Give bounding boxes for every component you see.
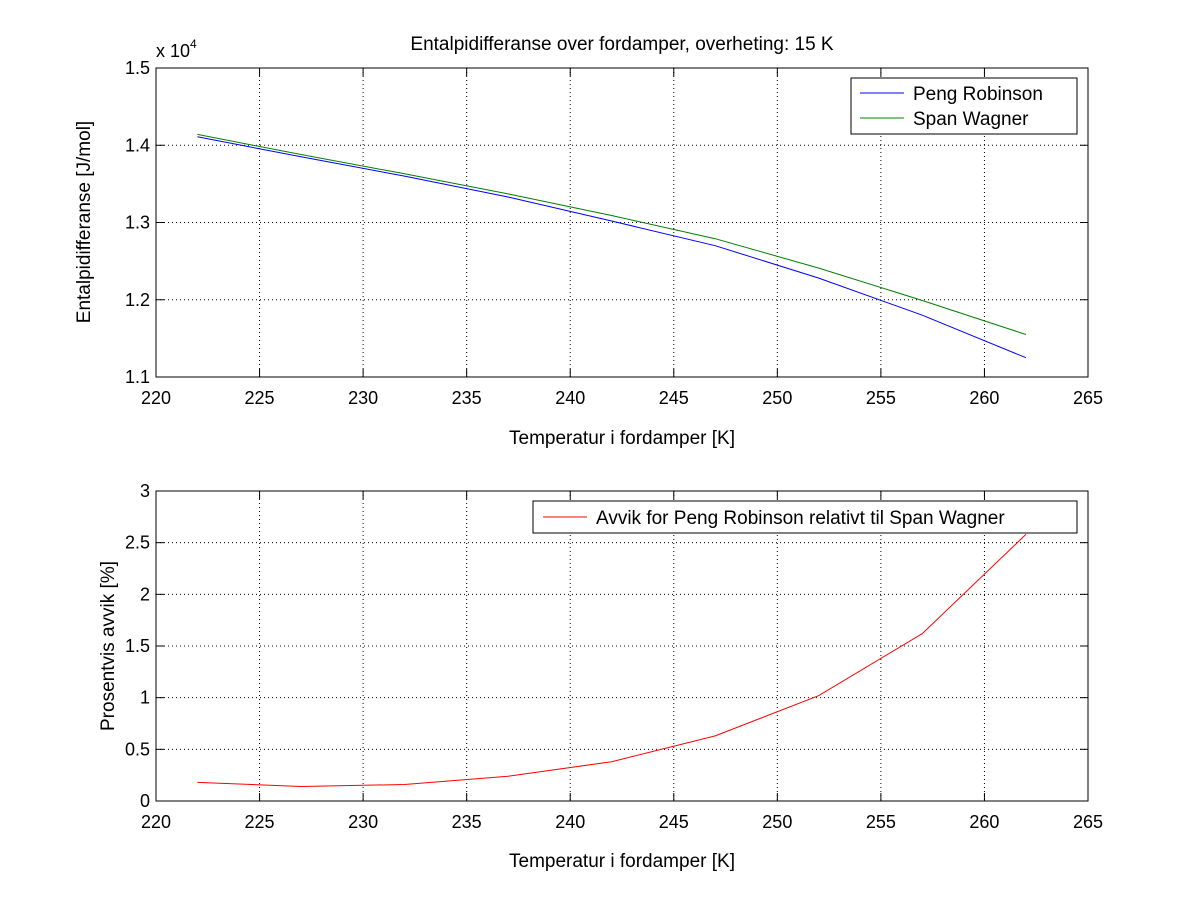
bottom-series: [197, 534, 1027, 788]
bottom-legend-label-0: Avvik for Peng Robinson relativt til Spa…: [596, 508, 1005, 529]
top-x-tick-label: 260: [969, 388, 999, 408]
bottom-x-axis-label: Temperatur i fordamper [K]: [509, 851, 735, 872]
top-chart-title: Entalpidifferanse over fordamper, overhe…: [410, 34, 834, 55]
bottom-x-tick-label: 235: [452, 812, 482, 832]
top-y-tick-label: 1.2: [125, 290, 150, 310]
top-y-multiplier: x 104: [156, 37, 197, 61]
bottom-y-tick-label: 0.5: [125, 739, 150, 759]
top-y-tick-label: 1.3: [125, 213, 150, 233]
top-x-tick-label: 235: [452, 388, 482, 408]
top-x-tick-label: 240: [555, 388, 585, 408]
top-x-tick-label: 225: [245, 388, 275, 408]
top-y-multiplier-base: x 10: [156, 41, 190, 61]
top-x-axis-label: Temperatur i fordamper [K]: [509, 428, 735, 449]
bottom-y-tick-label: 2: [140, 584, 150, 604]
bottom-y-tick-label: 0: [140, 791, 150, 811]
bottom-x-tick-label: 225: [245, 812, 275, 832]
top-y-tick-label: 1.1: [125, 367, 150, 387]
top-legend-label-0: Peng Robinson: [913, 84, 1043, 105]
top-x-tick-label: 220: [141, 388, 171, 408]
bottom-x-tick-label: 250: [762, 812, 792, 832]
top-legend: Peng Robinson Span Wagner: [850, 77, 1078, 135]
bottom-series-line-0: [197, 534, 1027, 788]
bottom-x-tick-label: 230: [348, 812, 378, 832]
bottom-y-axis-label: Prosentvis avvik [%]: [98, 561, 119, 731]
bottom-ticks: 220 225 230 235 240 245 250 255 260 265 0 0.5 1 1.5 2 2…: [125, 481, 1103, 832]
bottom-axes: 220 225 230 235 240 245 250 255 260 265 0 0.5 1 1.5 2 2…: [98, 481, 1103, 872]
top-y-tick-label: 1.4: [125, 135, 150, 155]
top-grid: [156, 68, 1088, 377]
bottom-x-tick-label: 240: [555, 812, 585, 832]
bottom-grid: [156, 491, 1088, 801]
top-y-axis-label: Entalpidifferanse [J/mol]: [74, 121, 95, 323]
bottom-y-tick-label: 1: [140, 688, 150, 708]
top-series-line-1: [197, 133, 1027, 335]
top-series-line-0: [197, 136, 1027, 359]
top-x-tick-label: 245: [659, 388, 689, 408]
bottom-legend: Avvik for Peng Robinson relativt til Spa…: [532, 500, 1078, 534]
top-x-tick-label: 230: [348, 388, 378, 408]
top-x-tick-label: 250: [762, 388, 792, 408]
bottom-x-tick-label: 265: [1073, 812, 1103, 832]
bottom-y-tick-label: 3: [140, 481, 150, 501]
bottom-y-tick-label: 1.5: [125, 636, 150, 656]
top-x-tick-label: 255: [866, 388, 896, 408]
bottom-y-tick-label: 2.5: [125, 533, 150, 553]
top-legend-label-1: Span Wagner: [913, 109, 1029, 130]
bottom-x-tick-label: 255: [866, 812, 896, 832]
top-ticks: 220 225 230 235 240 245 250 255 260 265 1.1 1.2 1.3 1…: [125, 58, 1103, 408]
top-series: [197, 133, 1027, 359]
bottom-legend-box: [532, 500, 1078, 534]
top-y-tick-label: 1.5: [125, 58, 150, 78]
top-legend-box: [850, 77, 1078, 135]
bottom-x-tick-label: 260: [969, 812, 999, 832]
top-x-tick-label: 265: [1073, 388, 1103, 408]
bottom-x-tick-label: 220: [141, 812, 171, 832]
top-axes: 220 225 230 235 240 245 250 255 260 265 1.1 1.2 1.3 1…: [74, 34, 1103, 449]
top-y-multiplier-exponent: 4: [190, 37, 197, 51]
bottom-x-tick-label: 245: [659, 812, 689, 832]
